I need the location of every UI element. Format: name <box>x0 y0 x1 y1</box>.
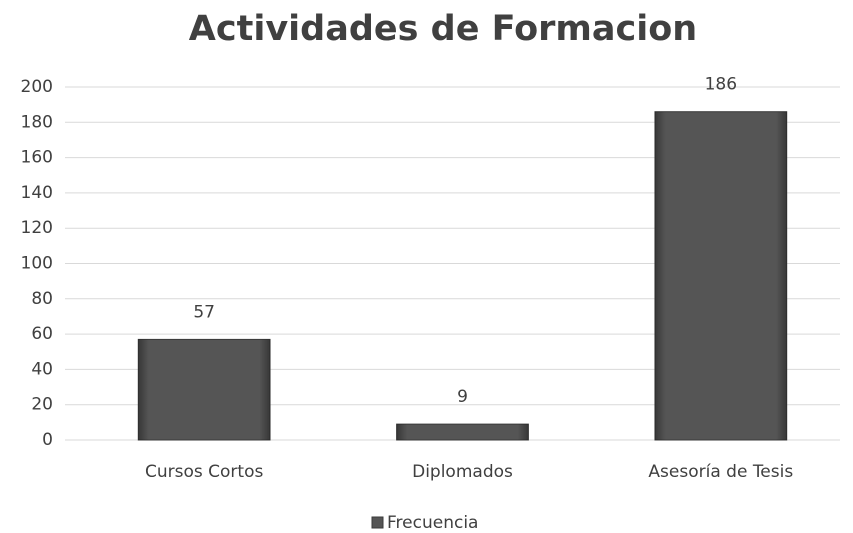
legend-label: Frecuencia <box>387 513 478 533</box>
y-tick-label: 200 <box>21 77 53 97</box>
y-tick-label: 120 <box>21 218 53 238</box>
x-tick-label: Diplomados <box>412 462 513 482</box>
bar <box>137 338 271 441</box>
chart-title: Actividades de Formacion <box>189 9 697 49</box>
y-tick-label: 20 <box>31 395 53 415</box>
y-tick-label: 40 <box>31 359 53 379</box>
y-tick-label: 0 <box>42 430 53 450</box>
y-tick-label: 140 <box>21 183 53 203</box>
y-tick-label: 180 <box>21 112 53 132</box>
y-tick-label: 60 <box>31 324 53 344</box>
y-tick-label: 100 <box>21 254 53 274</box>
data-label: 9 <box>457 387 468 407</box>
legend-swatch <box>371 516 384 529</box>
y-tick-label: 80 <box>31 289 53 309</box>
data-label: 186 <box>705 75 737 95</box>
x-tick-label: Cursos Cortos <box>145 462 263 482</box>
x-tick-label: Asesoría de Tesis <box>648 462 793 482</box>
data-label: 57 <box>193 302 215 322</box>
y-tick-label: 160 <box>21 148 53 168</box>
bar <box>396 423 529 441</box>
bar <box>654 111 788 441</box>
